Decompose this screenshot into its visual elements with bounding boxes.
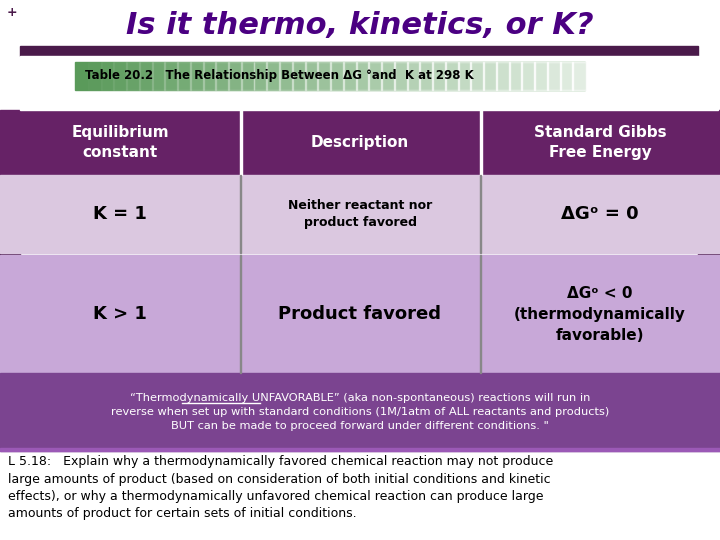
- Bar: [445, 62, 459, 90]
- Bar: [240, 175, 241, 253]
- Bar: [202, 62, 216, 90]
- Bar: [126, 62, 140, 90]
- Bar: [470, 62, 484, 90]
- Bar: [394, 62, 408, 90]
- Bar: [368, 62, 382, 90]
- Bar: [572, 62, 586, 90]
- Bar: [240, 62, 254, 90]
- Bar: [480, 110, 482, 175]
- Bar: [88, 62, 102, 90]
- Bar: [480, 255, 481, 373]
- Bar: [253, 62, 267, 90]
- Bar: [305, 62, 318, 90]
- Bar: [190, 62, 204, 90]
- Text: Equilibrium
constant: Equilibrium constant: [71, 125, 168, 160]
- Bar: [330, 62, 343, 90]
- Bar: [381, 62, 395, 90]
- Text: Table 20.2   The Relationship Between ΔG °and  K at 298 K: Table 20.2 The Relationship Between ΔG °…: [85, 70, 474, 83]
- Bar: [20, 56, 718, 110]
- Text: Standard Gibbs
Free Energy: Standard Gibbs Free Energy: [534, 125, 666, 160]
- Text: Is it thermo, kinetics, or K?: Is it thermo, kinetics, or K?: [126, 11, 594, 40]
- Bar: [483, 62, 497, 90]
- Bar: [75, 62, 89, 90]
- Bar: [432, 62, 446, 90]
- Text: Neither reactant nor
product favored: Neither reactant nor product favored: [288, 199, 432, 229]
- Bar: [75, 62, 585, 90]
- Bar: [164, 62, 178, 90]
- Bar: [419, 62, 433, 90]
- Text: “Thermodynamically UNFAVORABLE” (aka non-spontaneous) reactions will run in: “Thermodynamically UNFAVORABLE” (aka non…: [130, 393, 590, 403]
- Text: K > 1: K > 1: [93, 305, 147, 323]
- Bar: [139, 62, 153, 90]
- Bar: [318, 62, 331, 90]
- Bar: [698, 160, 720, 320]
- Bar: [151, 62, 166, 90]
- Bar: [240, 110, 242, 175]
- Text: BUT can be made to proceed forward under different conditions. ": BUT can be made to proceed forward under…: [171, 421, 549, 431]
- Bar: [407, 62, 420, 90]
- Bar: [215, 62, 229, 90]
- Bar: [480, 175, 481, 253]
- Text: Product favored: Product favored: [279, 305, 441, 323]
- Bar: [508, 62, 522, 90]
- Bar: [559, 62, 573, 90]
- Bar: [534, 62, 548, 90]
- Bar: [113, 62, 127, 90]
- Text: reverse when set up with standard conditions (1M/1atm of ALL reactants and produ: reverse when set up with standard condit…: [111, 407, 609, 417]
- Bar: [457, 62, 472, 90]
- Text: Description: Description: [311, 135, 409, 150]
- Bar: [496, 62, 510, 90]
- Bar: [0, 448, 720, 451]
- Text: ΔGᵒ = 0: ΔGᵒ = 0: [561, 205, 639, 223]
- Bar: [356, 62, 369, 90]
- Bar: [279, 62, 293, 90]
- Bar: [546, 62, 560, 90]
- Text: +: +: [6, 5, 17, 18]
- Bar: [240, 255, 241, 373]
- Text: ΔGᵒ < 0
(thermodynamically
favorable): ΔGᵒ < 0 (thermodynamically favorable): [514, 286, 686, 342]
- Bar: [0, 255, 720, 373]
- Bar: [292, 62, 305, 90]
- Bar: [0, 160, 20, 320]
- Bar: [521, 62, 535, 90]
- Bar: [343, 62, 356, 90]
- Bar: [20, 46, 698, 56]
- Text: K = 1: K = 1: [93, 205, 147, 223]
- Bar: [101, 62, 114, 90]
- Bar: [266, 62, 280, 90]
- Text: L 5.18:   Explain why a thermodynamically favored chemical reaction may not prod: L 5.18: Explain why a thermodynamically …: [8, 455, 553, 521]
- Bar: [228, 62, 242, 90]
- Bar: [177, 62, 191, 90]
- Bar: [0, 373, 720, 451]
- Bar: [0, 110, 720, 175]
- Bar: [0, 175, 720, 253]
